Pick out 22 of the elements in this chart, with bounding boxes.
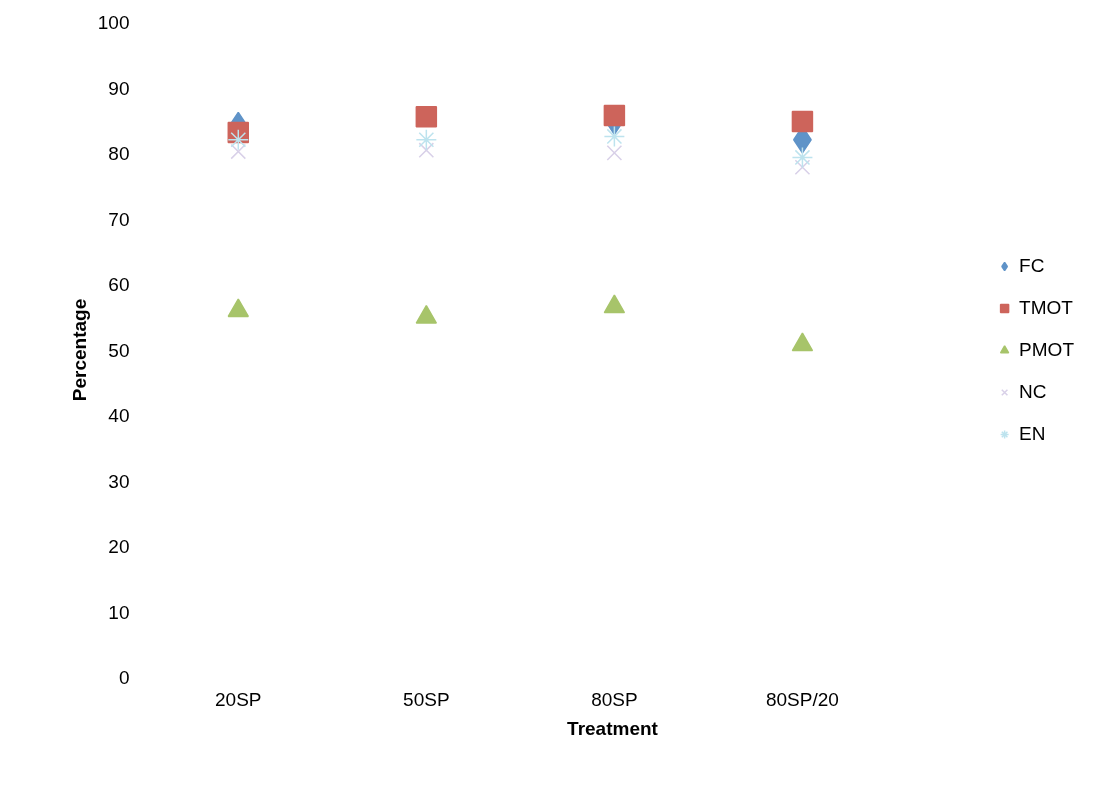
y-tick-label: 50 bbox=[108, 339, 130, 361]
legend-label: TMOT bbox=[1019, 296, 1073, 319]
x-tick-label: 80SP bbox=[591, 688, 638, 710]
y-tick-label: 100 bbox=[97, 12, 130, 33]
x-tick-label: 80SP/20 bbox=[765, 688, 839, 710]
y-tick-label: 90 bbox=[108, 77, 130, 99]
x-tick-label: 50SP bbox=[403, 688, 450, 710]
legend-label: EN bbox=[1019, 422, 1046, 445]
y-tick-label: 40 bbox=[108, 405, 130, 426]
x-axis-title: Treatment bbox=[567, 717, 659, 739]
legend-label: FC bbox=[1019, 254, 1045, 277]
x-tick-label: 20SP bbox=[215, 688, 262, 710]
y-tick-label: 60 bbox=[108, 274, 130, 295]
y-axis-title: Percentage bbox=[68, 298, 90, 402]
legend-label: PMOT bbox=[1019, 338, 1074, 361]
y-tick-label: 30 bbox=[108, 470, 130, 492]
y-tick-label: 70 bbox=[108, 208, 130, 230]
y-tick-label: 10 bbox=[108, 601, 130, 623]
legend-label: NC bbox=[1019, 380, 1047, 403]
y-tick-label: 80 bbox=[108, 143, 130, 164]
y-tick-label: 20 bbox=[108, 536, 130, 557]
y-tick-label: 0 bbox=[118, 667, 130, 688]
